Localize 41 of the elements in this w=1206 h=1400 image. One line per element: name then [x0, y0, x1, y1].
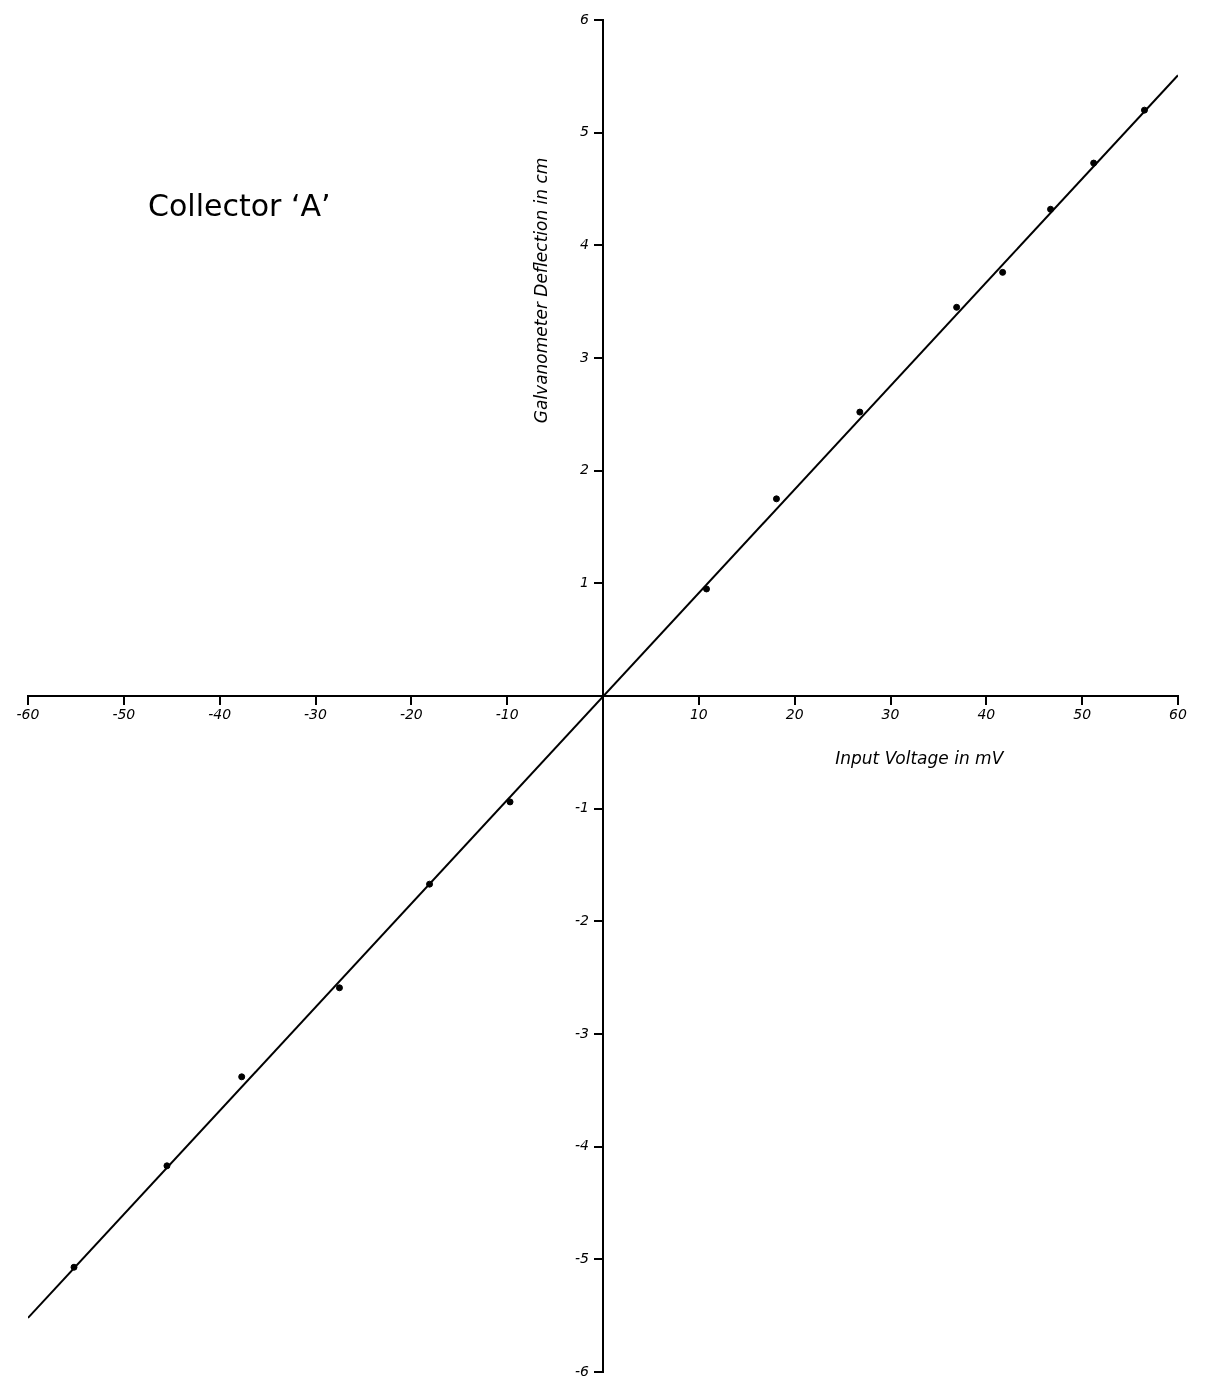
y-axis-title: Galvanometer Deflection in cm — [531, 157, 552, 424]
x-tick-label: -30 — [304, 706, 328, 723]
y-tick-label: 6 — [580, 10, 590, 27]
y-tick-label: 3 — [580, 348, 589, 365]
text: Collector ‘A’ — [148, 188, 331, 223]
y-tick-label: -4 — [575, 1137, 589, 1154]
x-tick-label: 50 — [1073, 706, 1092, 723]
point — [238, 1073, 246, 1081]
point — [335, 984, 343, 992]
point — [1090, 159, 1098, 167]
y-tick-label: 1 — [580, 573, 589, 590]
x-tick-label: 20 — [785, 706, 804, 723]
point — [703, 585, 710, 593]
point — [426, 880, 434, 888]
x-tick-label: 60 — [1169, 706, 1187, 723]
y-tick-label: -3 — [575, 1024, 589, 1041]
x-tick-label: 30 — [881, 706, 900, 723]
point — [163, 1162, 171, 1170]
x-axis-title: Input Voltage in mV — [835, 747, 1005, 768]
y-tick-label: 5 — [580, 123, 590, 140]
point — [856, 408, 864, 416]
y-tick-label: -1 — [575, 799, 589, 816]
x-tick-label: 10 — [689, 706, 708, 723]
x-tick-label: -60 — [16, 706, 40, 723]
x-tick-label: -50 — [112, 706, 136, 723]
point — [953, 303, 961, 311]
point — [506, 798, 514, 806]
y-tick-label: -5 — [575, 1249, 590, 1266]
y-tick-label: -6 — [575, 1362, 590, 1379]
point — [1140, 106, 1148, 114]
point — [70, 1263, 78, 1271]
point — [1047, 205, 1055, 213]
y-tick-label: 4 — [580, 235, 589, 252]
point — [999, 268, 1007, 276]
x-tick-label: 40 — [977, 706, 996, 723]
x-tick-label: -40 — [208, 706, 232, 723]
point — [772, 495, 780, 503]
y-tick-label: 2 — [580, 461, 590, 478]
x-tick-label: -10 — [495, 706, 519, 723]
x-tick-label: -20 — [399, 706, 423, 723]
y-tick-label: -2 — [575, 911, 590, 928]
